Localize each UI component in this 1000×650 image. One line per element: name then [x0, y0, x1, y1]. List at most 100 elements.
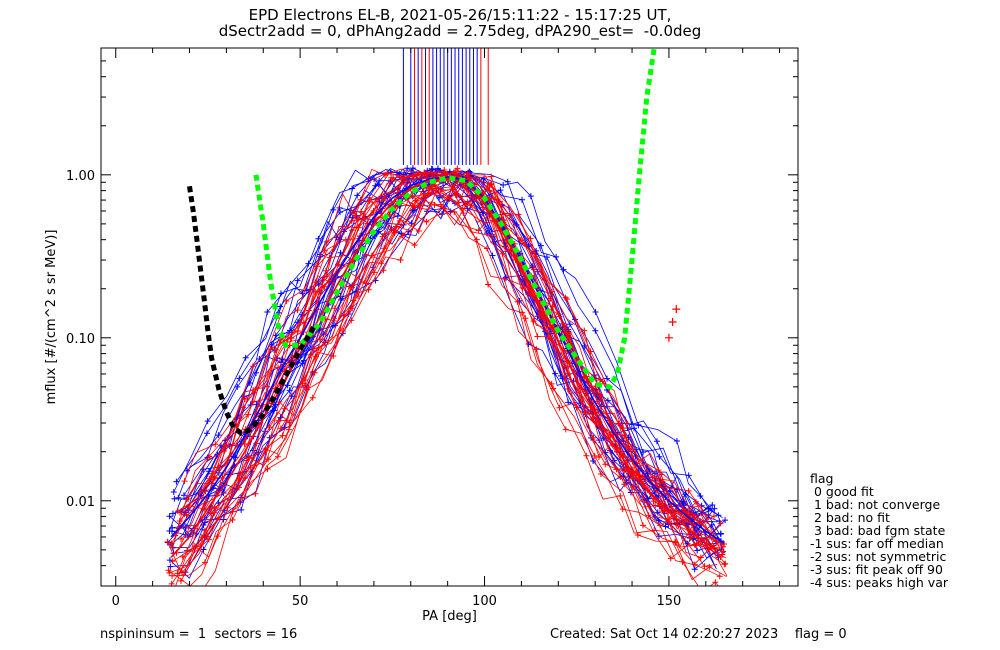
- sweep-line: [171, 167, 710, 538]
- data-point: [703, 536, 710, 543]
- data-point: [238, 506, 245, 513]
- data-point: [173, 478, 180, 485]
- data-point: [488, 232, 495, 239]
- data-point: [275, 417, 282, 424]
- data-point: [294, 328, 301, 335]
- data-point: [673, 438, 680, 445]
- data-point: [214, 533, 221, 540]
- data-point: [200, 546, 207, 553]
- data-point: [376, 177, 383, 184]
- data-point: [312, 353, 319, 360]
- data-point: [583, 452, 590, 459]
- data-point: [180, 492, 187, 499]
- data-point: [473, 236, 480, 243]
- data-point: [224, 504, 231, 511]
- outlier-point: [672, 305, 681, 314]
- data-point: [208, 505, 215, 512]
- data-point: [705, 512, 712, 519]
- fit-curve-black: [187, 185, 318, 436]
- data-point: [427, 183, 434, 190]
- data-point: [221, 442, 228, 449]
- data-point: [323, 238, 330, 245]
- data-point: [566, 329, 573, 336]
- sweep-line: [177, 178, 710, 574]
- data-point: [166, 528, 173, 535]
- data-point: [331, 322, 338, 329]
- data-point: [650, 498, 657, 505]
- data-point: [204, 418, 211, 425]
- data-point: [169, 544, 176, 551]
- data-point: [563, 296, 570, 303]
- data-point: [220, 448, 227, 455]
- data-point: [165, 567, 172, 574]
- data-point: [411, 242, 418, 249]
- data-point: [303, 287, 310, 294]
- data-point: [164, 538, 171, 545]
- sweep-line: [167, 174, 718, 578]
- data-point: [276, 399, 283, 406]
- data-point: [541, 276, 548, 283]
- data-point: [198, 534, 205, 541]
- data-point: [515, 211, 522, 218]
- data-point: [272, 332, 279, 339]
- data-point: [168, 540, 175, 547]
- data-point: [381, 245, 388, 252]
- data-point: [500, 182, 507, 189]
- flag-legend-item: -1 sus: far off median: [810, 536, 944, 551]
- data-point: [243, 457, 250, 464]
- data-point: [434, 165, 441, 172]
- data-point: [452, 170, 459, 177]
- sweep-line: [175, 200, 727, 586]
- data-point: [349, 305, 356, 312]
- data-point: [597, 471, 604, 478]
- data-point: [553, 253, 560, 260]
- data-point: [555, 311, 562, 318]
- data-point: [489, 252, 496, 259]
- data-point: [506, 212, 513, 219]
- data-point: [696, 519, 703, 526]
- data-point: [550, 385, 557, 392]
- data-point: [178, 536, 185, 543]
- data-point: [640, 449, 647, 456]
- sweep-line: [171, 173, 722, 546]
- data-point: [711, 505, 718, 512]
- data-point: [591, 452, 598, 459]
- data-point: [716, 573, 723, 580]
- data-point: [441, 167, 448, 174]
- data-point: [171, 495, 178, 502]
- data-point: [397, 174, 404, 181]
- data-point: [662, 523, 669, 530]
- data-point: [294, 307, 301, 314]
- data-point: [667, 555, 674, 562]
- data-point: [717, 530, 724, 537]
- data-point: [245, 411, 252, 418]
- series-line-blue: [170, 176, 725, 544]
- data-point: [697, 492, 704, 499]
- data-point: [517, 237, 524, 244]
- data-point: [294, 277, 301, 284]
- data-point: [348, 218, 355, 225]
- data-point: [388, 174, 395, 181]
- data-point: [620, 473, 627, 480]
- y-tick-label: 0.10: [66, 332, 95, 347]
- data-point: [581, 342, 588, 349]
- data-point: [236, 375, 243, 382]
- data-point: [183, 512, 190, 519]
- data-point: [432, 185, 439, 192]
- data-point: [709, 502, 716, 509]
- data-point: [488, 173, 495, 180]
- outlier-point: [664, 333, 673, 342]
- data-point: [592, 309, 599, 316]
- data-point: [311, 345, 318, 352]
- data-point: [454, 165, 461, 172]
- flag-legend-item: 0 good fit: [810, 484, 874, 499]
- y-axis-label: mflux [#/(cm^2 s sr MeV)]: [44, 230, 59, 405]
- data-point: [721, 540, 728, 547]
- data-point: [312, 288, 319, 295]
- data-point: [533, 247, 540, 254]
- data-point: [167, 563, 174, 570]
- data-point: [274, 453, 281, 460]
- data-point: [205, 536, 212, 543]
- data-point: [204, 533, 211, 540]
- flag-legend: flag 0 good fit 1 bad: not converge 2 ba…: [810, 472, 948, 589]
